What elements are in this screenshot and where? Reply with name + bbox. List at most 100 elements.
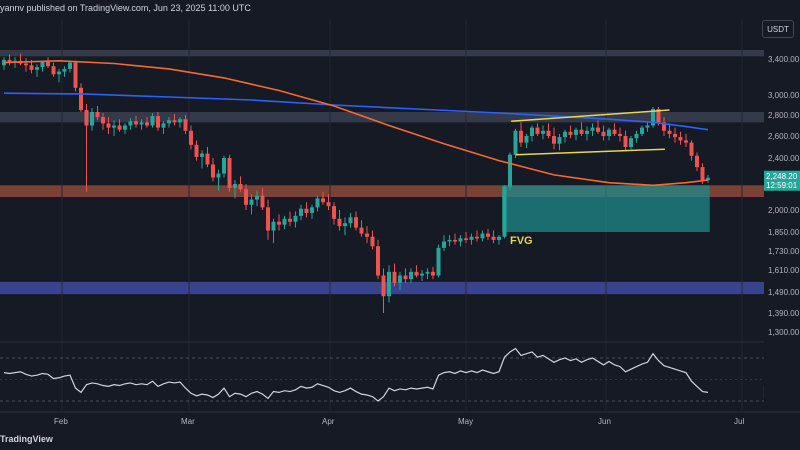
candle-body [365,233,369,237]
countdown-timer: 12:59:01 [766,181,798,190]
candle-body [552,136,556,144]
candle-body [249,199,254,205]
candle-body [491,236,496,240]
fvg-rect [502,185,710,232]
candle-body [618,133,622,136]
candle-body [348,217,353,224]
candle-body [480,233,485,239]
candle-body [84,110,89,126]
candle-body [2,59,6,66]
candle-body [24,63,28,66]
candle-body [590,127,595,131]
candle-body [101,117,105,124]
candle-body [95,112,100,118]
candle-body [458,238,463,242]
candle-body [128,121,133,126]
candle-body [623,136,628,147]
x-tick-label: Jun [598,417,611,426]
candle-body [442,241,446,248]
current-price-value: 2,248.20 [766,172,798,181]
y-tick-label: 1,850.00 [768,228,800,237]
moving-averages-layer [3,59,709,187]
candle-body [535,127,540,134]
x-tick-label: May [458,417,473,426]
candle-body [51,66,56,75]
y-tick-label: 3,000.00 [768,91,800,100]
x-tick-label: Mar [181,417,195,426]
candle-body [172,120,177,123]
candle-body [689,142,694,156]
y-tick-label: 2,800.00 [768,111,800,120]
candle-body [40,61,45,68]
candle-body [183,119,188,131]
candle-body [667,130,672,134]
rsi-line [3,347,709,402]
candle-body [161,123,166,128]
candle-body [315,198,320,208]
candle-body [205,153,210,165]
candle-body [695,155,699,168]
candle-body [436,247,441,276]
candle-body [414,271,419,276]
candle-body [640,127,644,134]
y-tick-label: 1,390.00 [768,309,800,318]
candle-body [519,130,523,143]
candle-body [387,271,391,297]
candle-body [629,138,633,147]
price-axis-bg [764,20,800,415]
candle-body [508,154,512,187]
candle-body [145,122,149,126]
candle-body [150,116,155,126]
candle-body [7,59,12,63]
candle-body [601,131,606,136]
candle-body [29,65,34,70]
candle-body [260,195,265,208]
channel-layer [511,109,670,156]
candle-body [420,273,424,276]
y-tick-label: 1,490.00 [768,288,800,297]
candle-body [469,236,474,240]
candle-body [134,121,138,125]
candle-body [271,221,276,231]
candle-body [337,218,342,227]
candle-body [282,218,287,225]
candle-body [612,129,617,134]
candle-body [46,61,50,67]
time-axis: Feb Mar Apr May Jun Jul [0,411,800,426]
candle-body [117,125,122,130]
candle-body [574,129,578,135]
y-tick-label: 3,400.00 [768,55,800,64]
candle-body [189,130,193,145]
y-tick-label: 1,300.00 [768,328,800,337]
candle-body [310,207,314,213]
candle-body [530,127,534,136]
candle-body [293,215,298,222]
y-tick-label: 1,730.00 [768,247,800,256]
candle-body [332,206,336,219]
candle-body [112,125,116,128]
x-tick-label: Apr [322,417,335,426]
y-tick-label: 2,400.00 [768,154,800,163]
candle-body [524,136,529,143]
candle-body [596,127,600,132]
candle-body [475,236,479,239]
candle-body [684,140,688,143]
candle-body [326,202,331,207]
candle-body [139,122,144,125]
candle-body [502,186,507,237]
candle-body [304,208,309,213]
candle-body [392,271,397,283]
zone-upper-resistance [0,50,764,57]
currency-badge[interactable]: USDT [762,20,794,38]
candle-body [321,198,325,203]
candle-body [486,233,490,237]
candle-body [634,133,639,139]
candles-layer [2,53,710,313]
y-tick-label: 2,000.00 [768,206,800,215]
candle-body [266,207,270,231]
candle-body [497,236,501,240]
candle-body [370,236,375,247]
candle-body [222,158,226,174]
blue-moving-average [3,92,709,131]
